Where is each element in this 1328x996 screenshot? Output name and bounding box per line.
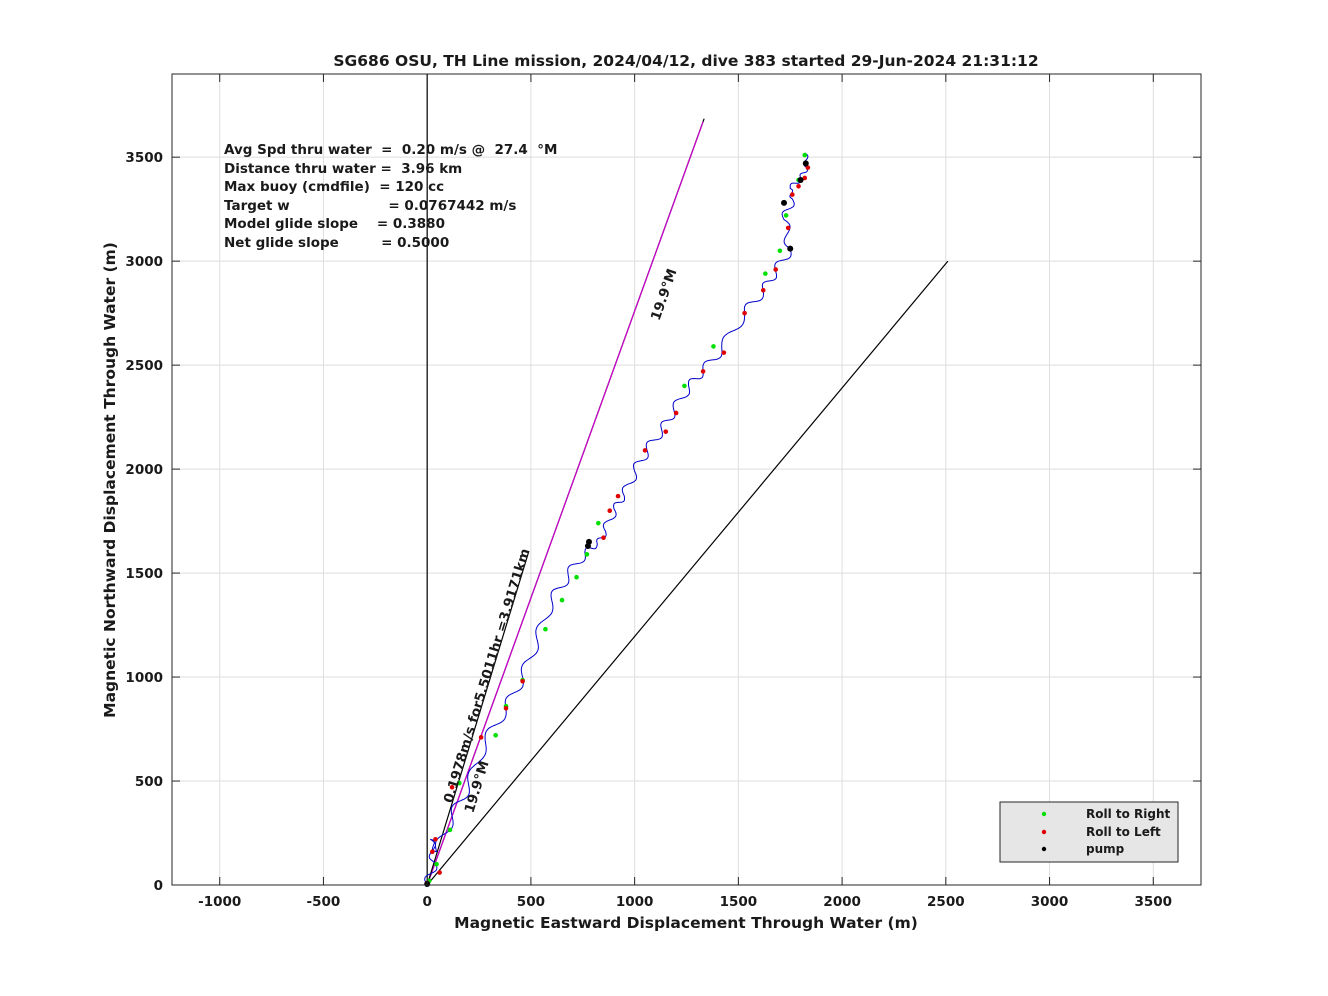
legend-box: [999, 801, 1179, 863]
x-tick-label: 1000: [616, 894, 654, 910]
marker-right: [711, 344, 716, 349]
x-tick-label: -500: [307, 894, 341, 910]
x-tick-label: 2000: [823, 894, 861, 910]
marker-left: [615, 493, 621, 499]
dive-track-line: [424, 152, 809, 886]
marker-left: [430, 849, 435, 855]
y-axis-label: Magnetic Northward Displacement Through …: [101, 242, 119, 718]
marker-left: [520, 678, 525, 684]
plot-area: [171, 73, 1202, 887]
marker-left: [773, 267, 779, 272]
stat-model-glide: Model glide slope = 0.3880: [224, 216, 445, 232]
stat-distance: Distance thru water = 3.96 km: [224, 161, 462, 177]
marker-left: [437, 870, 442, 875]
y-tick-labels: 0 500 1000 1500 2000 2500 3000 3500: [125, 150, 163, 894]
stat-target-w: Target w = 0.0767442 m/s: [224, 198, 516, 214]
legend-label-left: Roll to Left: [1086, 825, 1161, 839]
marker-left: [433, 836, 438, 842]
marker-left: [790, 192, 795, 197]
marker-left: [642, 448, 648, 453]
marker-right: [584, 552, 590, 557]
marker-left: [607, 508, 613, 513]
x-tick-label: 1500: [720, 894, 758, 910]
chart-title: SG686 OSU, TH Line mission, 2024/04/12, …: [333, 52, 1038, 70]
reference-lines: [426, 74, 949, 886]
legend-label-pump: pump: [1086, 842, 1125, 856]
marker-left: [805, 165, 811, 170]
marker-left: [796, 183, 801, 189]
marker-right: [802, 152, 808, 158]
reference-line-heading-overlay: [426, 121, 704, 886]
x-tick-label: 3000: [1031, 894, 1069, 910]
marker-left: [663, 429, 669, 434]
legend: Roll to Right Roll to Left pump: [999, 801, 1179, 863]
stat-avg-speed: Avg Spd thru water = 0.20 m/s @ 27.4 °M: [224, 142, 557, 158]
marker-right: [596, 520, 601, 526]
y-tick-label: 500: [135, 774, 163, 790]
marker-pump: [802, 160, 809, 167]
marker-left: [449, 784, 455, 790]
marker-left: [802, 175, 808, 181]
marker-pump: [797, 177, 804, 184]
legend-marker-left: [1041, 829, 1047, 835]
x-tick-label: 0: [422, 894, 431, 910]
marker-left: [742, 310, 747, 316]
marker-left: [721, 350, 727, 355]
marker-right: [559, 597, 565, 603]
x-tick-label: -1000: [198, 894, 241, 910]
marker-right: [457, 780, 462, 786]
marker-right: [543, 626, 548, 632]
stat-max-buoy: Max buoy (cmdfile) = 120 cc: [224, 179, 444, 195]
y-tick-label: 0: [154, 878, 163, 894]
legend-label-right: Roll to Right: [1086, 807, 1171, 821]
x-tick-label: 500: [517, 894, 545, 910]
dive-track: [424, 152, 809, 886]
marker-right: [574, 574, 579, 580]
marker-left: [478, 735, 484, 740]
x-tick-label: 3500: [1134, 894, 1172, 910]
x-tick-labels: -1000 -500 0 500 1000 1500 2000 2500 3000 3500: [198, 894, 1172, 910]
marker-right: [682, 383, 687, 389]
marker-pump: [585, 538, 592, 545]
marker-right: [777, 248, 783, 254]
y-tick-label: 2500: [125, 358, 163, 374]
x-tick-label: 2500: [927, 894, 965, 910]
marker-left: [785, 225, 791, 231]
y-tick-label: 2000: [125, 462, 163, 478]
plot-background: [172, 74, 1201, 885]
marker-right: [763, 271, 768, 276]
reference-line-diagonal: [426, 260, 949, 886]
roll-markers: [424, 152, 811, 887]
stats-block: Avg Spd thru water = 0.20 m/s @ 27.4 °M …: [224, 142, 557, 251]
legend-marker-right: [1041, 811, 1047, 817]
y-tick-label: 3500: [125, 150, 163, 166]
reference-line-heading-short: [426, 551, 530, 886]
marker-left: [760, 287, 766, 293]
marker-right: [447, 827, 453, 833]
marker-right: [783, 213, 789, 218]
y-tick-label: 3000: [125, 254, 163, 270]
x-axis-label: Magnetic Eastward Displacement Through W…: [454, 914, 918, 932]
y-tick-label: 1000: [125, 670, 163, 686]
y-tick-label: 1500: [125, 566, 163, 582]
plot-frame: [171, 73, 1202, 886]
legend-marker-pump: [1041, 846, 1047, 852]
marker-left: [601, 535, 606, 541]
marker-right: [434, 861, 439, 867]
marker-left: [673, 410, 679, 416]
marker-right: [493, 732, 498, 738]
marker-pump: [787, 245, 794, 252]
marker-pump: [781, 199, 788, 206]
marker-left: [700, 369, 706, 374]
marker-left: [503, 705, 509, 711]
axis-ticks: [172, 74, 1201, 886]
stat-net-glide: Net glide slope = 0.5000: [224, 235, 449, 251]
